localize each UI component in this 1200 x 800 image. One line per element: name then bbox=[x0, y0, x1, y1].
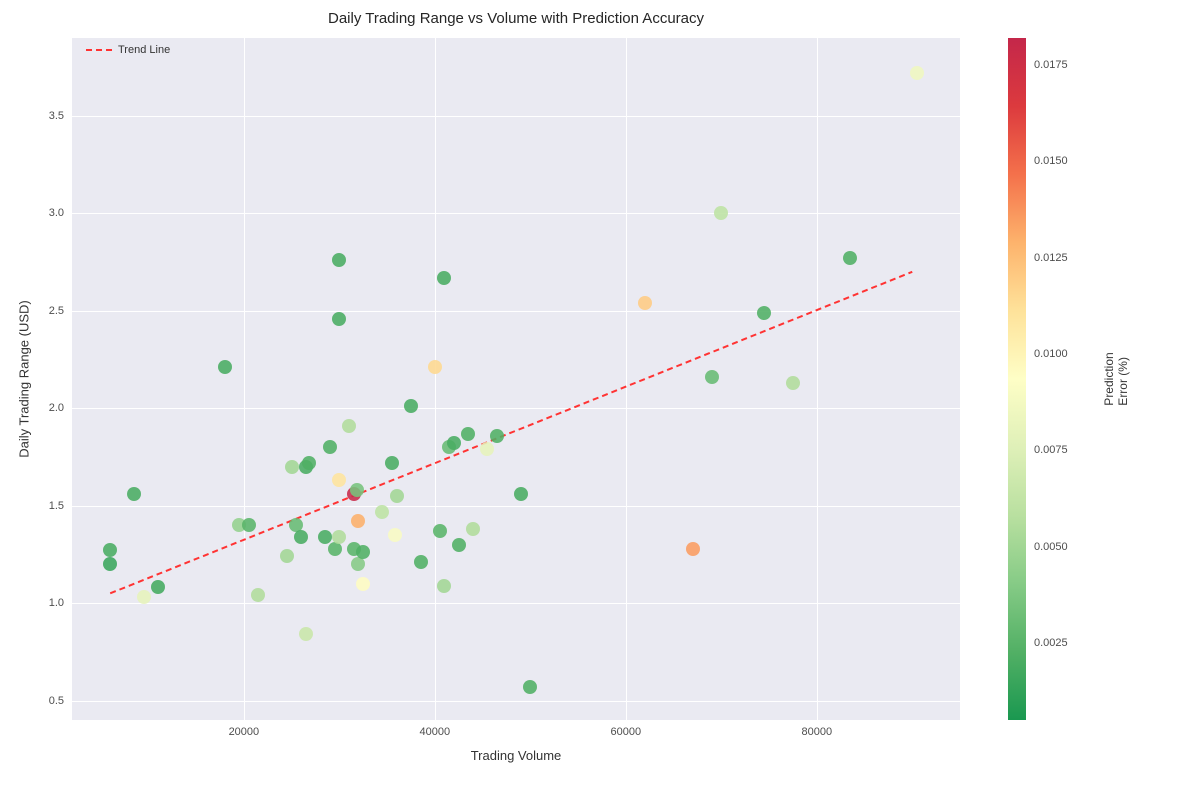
gridline-v bbox=[817, 38, 818, 720]
scatter-point bbox=[433, 524, 447, 538]
colorbar-gradient bbox=[1008, 38, 1026, 720]
scatter-point bbox=[302, 456, 316, 470]
chart-title: Daily Trading Range vs Volume with Predi… bbox=[72, 10, 960, 27]
y-tick-label: 1.5 bbox=[49, 500, 70, 512]
scatter-point bbox=[351, 514, 365, 528]
scatter-point bbox=[388, 528, 402, 542]
scatter-point bbox=[103, 543, 117, 557]
scatter-point bbox=[480, 442, 494, 456]
legend: Trend Line bbox=[86, 44, 170, 56]
x-tick-label: 80000 bbox=[801, 726, 832, 738]
gridline-v bbox=[435, 38, 436, 720]
scatter-point bbox=[437, 579, 451, 593]
x-axis-label: Trading Volume bbox=[471, 748, 562, 763]
scatter-point bbox=[490, 429, 504, 443]
trend-line bbox=[72, 38, 960, 720]
scatter-point bbox=[299, 627, 313, 641]
y-tick-label: 2.0 bbox=[49, 402, 70, 414]
scatter-point bbox=[452, 538, 466, 552]
scatter-point bbox=[404, 399, 418, 413]
colorbar-tick-label: 0.0125 bbox=[1034, 252, 1068, 264]
scatter-point bbox=[686, 542, 700, 556]
x-tick-label: 40000 bbox=[420, 726, 451, 738]
y-axis-label: Daily Trading Range (USD) bbox=[17, 300, 32, 458]
scatter-point bbox=[786, 376, 800, 390]
scatter-point bbox=[242, 518, 256, 532]
colorbar-tick-label: 0.0050 bbox=[1034, 541, 1068, 553]
legend-line-icon bbox=[86, 48, 112, 52]
scatter-point bbox=[151, 580, 165, 594]
plot-area: Trend Line bbox=[72, 38, 960, 720]
scatter-point bbox=[843, 251, 857, 265]
scatter-point bbox=[137, 590, 151, 604]
scatter-point bbox=[428, 360, 442, 374]
scatter-point bbox=[437, 271, 451, 285]
scatter-point bbox=[414, 555, 428, 569]
scatter-point bbox=[294, 530, 308, 544]
scatter-point bbox=[218, 360, 232, 374]
gridline-h bbox=[72, 506, 960, 507]
scatter-point bbox=[280, 549, 294, 563]
colorbar-tick-label: 0.0025 bbox=[1034, 637, 1068, 649]
scatter-point bbox=[375, 505, 389, 519]
colorbar-tick-label: 0.0100 bbox=[1034, 348, 1068, 360]
y-tick-label: 3.5 bbox=[49, 110, 70, 122]
scatter-point bbox=[332, 473, 346, 487]
gridline-v bbox=[626, 38, 627, 720]
scatter-point bbox=[447, 436, 461, 450]
scatter-point bbox=[332, 530, 346, 544]
colorbar-tick-label: 0.0075 bbox=[1034, 444, 1068, 456]
scatter-point bbox=[523, 680, 537, 694]
gridline-h bbox=[72, 701, 960, 702]
scatter-point bbox=[356, 577, 370, 591]
scatter-point bbox=[390, 489, 404, 503]
scatter-point bbox=[514, 487, 528, 501]
scatter-point bbox=[350, 483, 364, 497]
scatter-point bbox=[285, 460, 299, 474]
x-tick-label: 60000 bbox=[611, 726, 642, 738]
y-tick-label: 2.5 bbox=[49, 305, 70, 317]
scatter-point bbox=[103, 557, 117, 571]
y-tick-label: 3.0 bbox=[49, 207, 70, 219]
scatter-point bbox=[910, 66, 924, 80]
gridline-v bbox=[244, 38, 245, 720]
gridline-h bbox=[72, 408, 960, 409]
x-tick-label: 20000 bbox=[229, 726, 260, 738]
scatter-point bbox=[356, 545, 370, 559]
scatter-point bbox=[705, 370, 719, 384]
colorbar-tick-label: 0.0175 bbox=[1034, 59, 1068, 71]
colorbar-tick-label: 0.0150 bbox=[1034, 155, 1068, 167]
scatter-point bbox=[127, 487, 141, 501]
scatter-point bbox=[714, 206, 728, 220]
scatter-point bbox=[466, 522, 480, 536]
y-tick-label: 1.0 bbox=[49, 597, 70, 609]
gridline-h bbox=[72, 603, 960, 604]
colorbar: 0.0025 0.0050 0.0075 0.0100 0.0125 0.0150 0.01… bbox=[1008, 38, 1166, 720]
colorbar-title: Prediction Error (%) bbox=[1102, 352, 1130, 405]
gridline-h bbox=[72, 213, 960, 214]
figure: Daily Trading Range vs Volume with Predi… bbox=[0, 0, 1200, 800]
legend-label: Trend Line bbox=[118, 44, 170, 56]
gridline-h bbox=[72, 311, 960, 312]
scatter-point bbox=[332, 253, 346, 267]
scatter-point bbox=[342, 419, 356, 433]
scatter-point bbox=[251, 588, 265, 602]
scatter-point bbox=[332, 312, 346, 326]
scatter-point bbox=[461, 427, 475, 441]
scatter-point bbox=[385, 456, 399, 470]
scatter-point bbox=[638, 296, 652, 310]
scatter-point bbox=[323, 440, 337, 454]
gridline-h bbox=[72, 116, 960, 117]
y-tick-label: 0.5 bbox=[49, 695, 70, 707]
scatter-point bbox=[757, 306, 771, 320]
